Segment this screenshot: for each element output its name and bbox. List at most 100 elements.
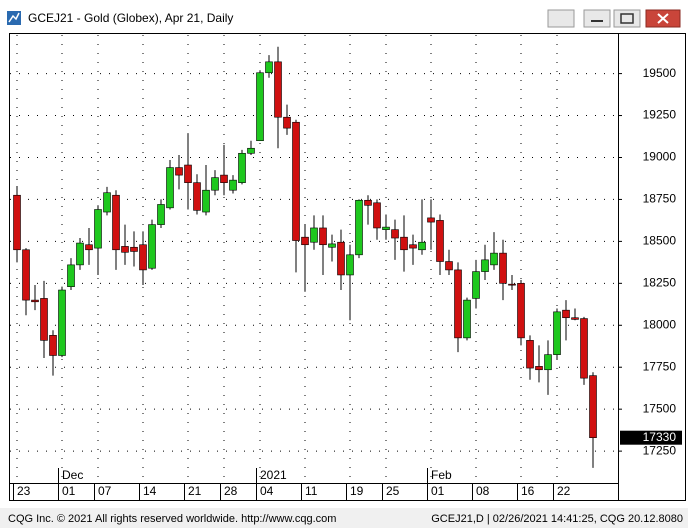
candle-body [571, 317, 579, 320]
maximize-button[interactable] [613, 9, 641, 28]
x-tick-label: 11 [305, 484, 318, 498]
y-tick-label: 18750 [643, 192, 677, 206]
y-tick-label: 19500 [643, 66, 677, 80]
candle-body [526, 340, 534, 369]
candle-body [490, 252, 498, 266]
candle-body [409, 244, 417, 249]
minimize-button[interactable] [583, 9, 611, 28]
candle-body [76, 242, 84, 266]
candle-body [157, 204, 165, 225]
month-label: Dec [62, 468, 83, 482]
y-tick-label: 18250 [643, 276, 677, 290]
candle-body [31, 299, 39, 303]
candle-body [94, 209, 102, 249]
candle-body [265, 61, 273, 74]
candle-body [229, 179, 237, 191]
x-tick-label: 28 [224, 484, 238, 498]
month-label: Feb [431, 468, 452, 482]
candle-body [580, 318, 588, 379]
candle-body [499, 252, 507, 284]
candle-body [535, 366, 543, 371]
candle-body [517, 283, 525, 339]
candle-body [40, 298, 48, 341]
candle-body [319, 227, 327, 246]
last-price-box [620, 430, 682, 445]
candle-body [49, 335, 57, 356]
candle-body [382, 226, 390, 230]
app-icon-glyph [8, 12, 20, 23]
candle-body [328, 243, 336, 248]
y-tick-label: 18500 [643, 234, 677, 248]
candle-body [103, 192, 111, 213]
candle-body [355, 199, 363, 256]
maximize-glyph [620, 13, 634, 24]
x-tick-label: 16 [521, 484, 535, 498]
plot: 17250 17500 17750 18000 18250 18500 18750 19000… [10, 35, 682, 500]
candle-body [418, 241, 426, 251]
candle-body [553, 311, 561, 355]
candle-body [130, 246, 138, 252]
status-bar [0, 508, 688, 528]
candle-body [544, 354, 552, 371]
y-tick-label: 17500 [643, 401, 677, 415]
candle-body [346, 254, 354, 276]
y-tick-label: 19000 [643, 150, 677, 164]
y-tick-label: 19250 [643, 108, 677, 122]
footer-right: GCEJ21,D | 02/26/2021 14:41:25, CQG 20.1… [431, 513, 683, 525]
x-tick-label: 19 [350, 484, 364, 498]
candle-body [211, 177, 219, 191]
x-tick-label: 01 [62, 484, 76, 498]
candle-body [391, 229, 399, 239]
x-tick-label: 23 [17, 484, 31, 498]
footer-left: CQG Inc. © 2021 All rights reserved worl… [8, 513, 336, 525]
y-tick-label: 18000 [643, 317, 677, 331]
candle-body [589, 375, 597, 438]
y-tick-label: 17750 [643, 359, 677, 373]
candle-body [508, 283, 516, 286]
candle-body [58, 289, 66, 356]
x-tick-label: 22 [557, 484, 571, 498]
candle-body [427, 217, 435, 223]
candle-body [184, 164, 192, 183]
candle-body [85, 244, 93, 251]
x-tick-label: 14 [143, 484, 157, 498]
candle-body [364, 199, 372, 206]
candle-body [463, 299, 471, 339]
candle-body [112, 194, 120, 251]
candle-body [175, 167, 183, 176]
window-title: GCEJ21 - Gold (Globex), Apr 21, Daily [28, 11, 233, 25]
candle-body [301, 236, 309, 246]
candle-body [283, 116, 291, 129]
x-tick-label: 21 [188, 484, 202, 498]
candle-body [256, 72, 264, 142]
x-tick-label: 01 [431, 484, 445, 498]
candle-body [454, 269, 462, 339]
candle-body [202, 189, 210, 213]
candle-body [292, 121, 300, 241]
candle-body [436, 220, 444, 262]
link-button[interactable] [547, 9, 575, 28]
candle-body [472, 271, 480, 299]
candle-body [220, 174, 228, 183]
candle-body [310, 227, 318, 243]
candle-body [193, 182, 201, 211]
candle-body [22, 249, 30, 301]
close-glyph [657, 13, 669, 24]
candle-body [121, 246, 129, 253]
candle-body [238, 152, 246, 183]
x-tick-label: 08 [476, 484, 490, 498]
x-tick-label: 04 [260, 484, 274, 498]
x-tick-label: 25 [386, 484, 400, 498]
candle-body [274, 61, 282, 118]
chart-frame [9, 33, 686, 501]
candle-body [166, 167, 174, 209]
candle-body [400, 236, 408, 251]
candle-body [13, 194, 21, 251]
x-tick-label: 07 [98, 484, 112, 498]
candle-body [139, 244, 147, 271]
candle-body [445, 261, 453, 271]
candle-body [247, 147, 255, 154]
candle-body [373, 202, 381, 229]
candle-body [148, 224, 156, 269]
